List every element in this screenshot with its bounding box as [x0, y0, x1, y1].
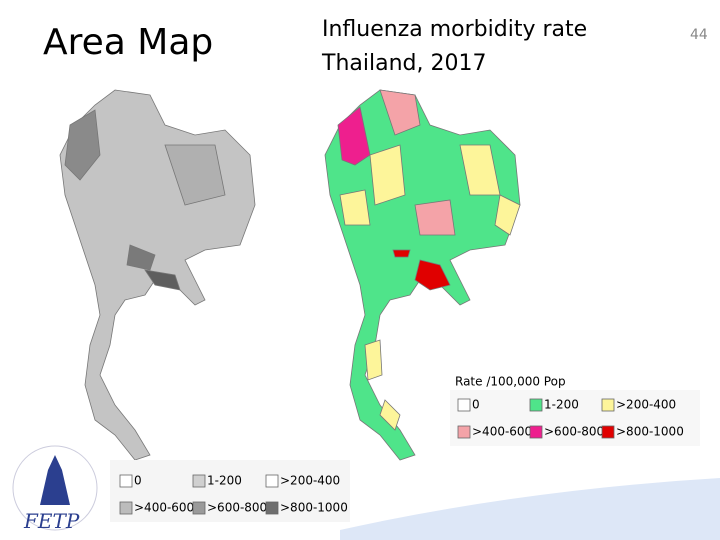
legend-label: >400-600	[134, 501, 194, 515]
legend-swatch	[529, 398, 543, 412]
color-map	[324, 89, 521, 461]
grey-map	[59, 89, 256, 461]
legend-swatch	[265, 474, 279, 488]
legend-swatch	[119, 501, 133, 515]
legend-swatch	[457, 425, 471, 439]
legend-label: >600-800	[544, 425, 604, 439]
legend-label: 0	[472, 398, 480, 412]
legend-label: 1-200	[207, 474, 242, 488]
heading-line: Thailand, 2017	[321, 51, 486, 76]
page-number: 44	[690, 27, 708, 43]
legend-label: >800-1000	[280, 501, 348, 515]
legend-title: Rate /100,000 Pop	[455, 375, 566, 389]
logo-text: FETP	[23, 509, 80, 533]
legend-swatch	[601, 425, 615, 439]
legend-swatch	[119, 474, 133, 488]
logo: FETP	[12, 445, 98, 533]
slide-title: Area Map	[43, 22, 213, 63]
legend-label: >200-400	[616, 398, 676, 412]
legend-label: >800-1000	[616, 425, 684, 439]
legend-swatch	[529, 425, 543, 439]
legend-swatch	[192, 474, 206, 488]
legend-box	[450, 390, 700, 446]
legend-swatch	[457, 398, 471, 412]
decorative-swoosh	[340, 478, 720, 540]
legend-swatch	[265, 501, 279, 515]
legend-swatch	[601, 398, 615, 412]
legend-label: >400-600	[472, 425, 532, 439]
legend-label: 1-200	[544, 398, 579, 412]
legend-swatch	[192, 501, 206, 515]
legend-box	[110, 460, 350, 522]
legend-label: >600-800	[207, 501, 267, 515]
legend-label: 0	[134, 474, 142, 488]
legend-label: >200-400	[280, 474, 340, 488]
heading-line: Influenza morbidity rate	[322, 17, 587, 42]
